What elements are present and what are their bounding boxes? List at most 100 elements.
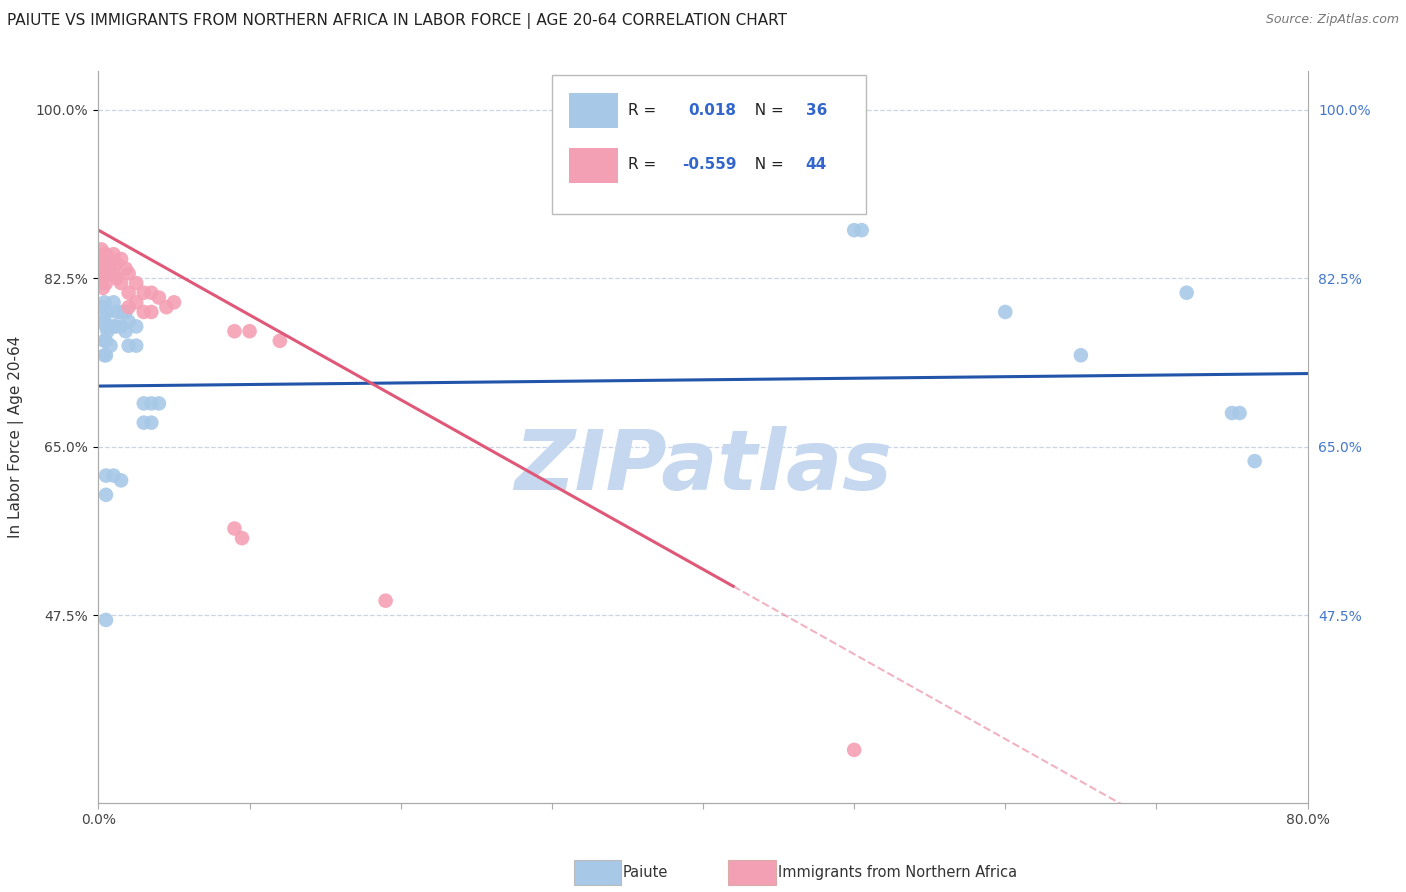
Text: PAIUTE VS IMMIGRANTS FROM NORTHERN AFRICA IN LABOR FORCE | AGE 20-64 CORRELATION: PAIUTE VS IMMIGRANTS FROM NORTHERN AFRIC… <box>7 13 787 29</box>
Point <box>98 261 121 276</box>
Point <box>93 295 115 310</box>
Text: 44: 44 <box>806 158 827 172</box>
Point <box>118 315 141 329</box>
Text: N =: N = <box>745 158 789 172</box>
Text: 36: 36 <box>806 103 827 119</box>
Point <box>93 247 115 261</box>
Point <box>148 291 170 305</box>
Text: ZIPatlas: ZIPatlas <box>515 425 891 507</box>
Point <box>93 334 115 348</box>
Point <box>148 396 170 410</box>
Point <box>114 305 136 319</box>
Point <box>94 247 117 261</box>
Point <box>1175 285 1198 300</box>
Point <box>224 521 246 535</box>
Point <box>118 339 141 353</box>
Point <box>114 261 136 276</box>
Point <box>118 300 141 314</box>
Point <box>103 247 125 261</box>
Point <box>105 305 128 319</box>
Point <box>125 319 148 334</box>
Point <box>114 324 136 338</box>
Point <box>1229 406 1251 420</box>
Point <box>844 223 866 237</box>
Point <box>94 613 117 627</box>
Text: N =: N = <box>745 103 789 119</box>
Point <box>96 305 118 319</box>
Point <box>132 305 155 319</box>
Point <box>94 319 117 334</box>
Point <box>103 319 125 334</box>
Point <box>93 315 115 329</box>
Point <box>105 257 128 271</box>
Point <box>91 281 114 295</box>
Point <box>91 252 114 266</box>
Text: -0.559: -0.559 <box>682 158 737 172</box>
Text: Source: ZipAtlas.com: Source: ZipAtlas.com <box>1265 13 1399 27</box>
Point <box>105 271 128 285</box>
Point <box>231 531 253 545</box>
Point <box>141 285 163 300</box>
Point <box>90 243 112 257</box>
Point <box>93 257 115 271</box>
FancyBboxPatch shape <box>569 94 619 128</box>
Point <box>163 295 186 310</box>
Point <box>110 474 132 488</box>
Point <box>91 261 114 276</box>
Point <box>103 267 125 281</box>
Text: R =: R = <box>628 158 661 172</box>
Point <box>98 252 121 266</box>
Point <box>94 468 117 483</box>
Point <box>94 305 117 319</box>
Point <box>141 396 163 410</box>
Point <box>994 305 1017 319</box>
Point <box>105 319 128 334</box>
Text: Paiute: Paiute <box>623 865 668 880</box>
Point <box>94 348 117 362</box>
Point <box>851 223 873 237</box>
Point <box>374 593 396 607</box>
Point <box>118 267 141 281</box>
Point <box>94 488 117 502</box>
Point <box>118 285 141 300</box>
Point <box>103 295 125 310</box>
Point <box>100 319 122 334</box>
Point <box>91 271 114 285</box>
Text: R =: R = <box>628 103 661 119</box>
Point <box>90 276 112 290</box>
Point <box>94 276 117 290</box>
Point <box>94 334 117 348</box>
Point <box>110 319 132 334</box>
Point <box>94 257 117 271</box>
Point <box>844 743 866 757</box>
Point <box>91 300 114 314</box>
Point <box>110 305 132 319</box>
Point <box>1243 454 1265 468</box>
FancyBboxPatch shape <box>553 75 866 214</box>
Point <box>239 324 262 338</box>
Point <box>125 339 148 353</box>
Point <box>155 300 177 314</box>
Point <box>100 339 122 353</box>
Point <box>132 416 155 430</box>
Point <box>96 324 118 338</box>
Point <box>100 257 122 271</box>
Point <box>96 252 118 266</box>
Point <box>141 416 163 430</box>
Text: 0.018: 0.018 <box>689 103 737 119</box>
Point <box>132 396 155 410</box>
Point <box>110 252 132 266</box>
Y-axis label: In Labor Force | Age 20-64: In Labor Force | Age 20-64 <box>8 336 24 538</box>
Point <box>110 276 132 290</box>
Text: Immigrants from Northern Africa: Immigrants from Northern Africa <box>778 865 1017 880</box>
Point <box>269 334 291 348</box>
Point <box>94 267 117 281</box>
Point <box>141 305 163 319</box>
Point <box>91 315 114 329</box>
Point <box>96 261 118 276</box>
Point <box>132 285 155 300</box>
Point <box>125 295 148 310</box>
FancyBboxPatch shape <box>569 148 619 183</box>
Point <box>1220 406 1243 420</box>
Point <box>1070 348 1092 362</box>
